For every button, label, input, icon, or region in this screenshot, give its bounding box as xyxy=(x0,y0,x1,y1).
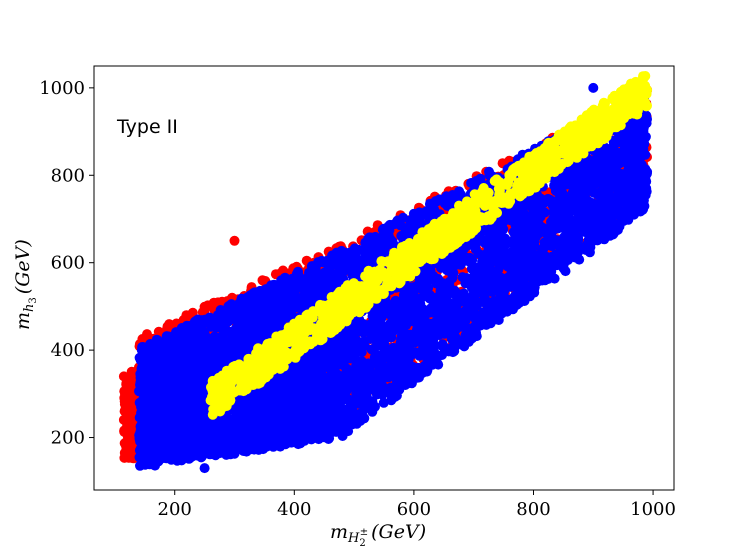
scatter-point-s1 xyxy=(261,284,271,295)
scatter-point-s0 xyxy=(120,450,131,460)
scatter-point-s1 xyxy=(234,336,245,347)
scatter-point-s1 xyxy=(242,320,252,331)
scatter-point-s1 xyxy=(260,319,271,330)
scatter-point-s1 xyxy=(326,274,337,285)
scatter-point-s1 xyxy=(224,340,235,351)
scatter-point-s1 xyxy=(215,339,226,350)
scatter-point-s1 xyxy=(154,359,165,370)
scatter-point-s0 xyxy=(162,321,173,332)
scatter-point-s1 xyxy=(168,344,179,355)
scatter-point-s1 xyxy=(273,300,284,311)
scatter-point-s1 xyxy=(192,352,203,363)
scatter-point-s1 xyxy=(177,370,188,381)
scatter-point-s1 xyxy=(191,326,201,337)
scatter-point-s0 xyxy=(123,430,133,441)
scatter-point-s0 xyxy=(229,235,240,246)
scatter-point-s1 xyxy=(232,346,243,357)
scatter-point-s1 xyxy=(294,271,305,282)
scatter-point-s1 xyxy=(307,361,318,372)
scatter-point-s1 xyxy=(192,371,203,382)
scatter-point-s1 xyxy=(290,290,301,301)
scatter-point-s1 xyxy=(226,303,237,314)
scatter-point-s0 xyxy=(123,397,134,408)
scatter-point-s1 xyxy=(191,315,202,326)
scatter-point-s1 xyxy=(251,301,262,312)
scatter-point-s0 xyxy=(122,388,133,398)
scatter-point-s1 xyxy=(229,314,240,325)
points-layer xyxy=(118,71,653,474)
scatter-point-s1 xyxy=(328,348,338,359)
scatter-point-s1 xyxy=(248,293,259,304)
scatter-point-s1 xyxy=(181,320,192,331)
scatter-point-s1 xyxy=(183,360,194,371)
scatter-point-s1 xyxy=(206,347,217,358)
scatter-point-s1 xyxy=(200,314,211,325)
scatter-point-s1 xyxy=(281,288,292,299)
scatter-point-s1 xyxy=(205,335,216,346)
scatter-point-s1 xyxy=(226,327,237,338)
scatter-point-s1 xyxy=(214,318,225,329)
scatter-point-s1 xyxy=(163,368,174,379)
scatter-point-s0 xyxy=(121,378,132,389)
scatter-point-s0 xyxy=(125,410,136,421)
scatter-point-s1 xyxy=(305,274,316,284)
scatter-point-s1 xyxy=(240,301,251,311)
scatter-point-s1 xyxy=(216,351,227,362)
scatter-point-s1 xyxy=(138,360,149,371)
scatter-point-s1 xyxy=(302,294,313,304)
scatter-point-s1 xyxy=(159,340,170,351)
scatter-point-s1 xyxy=(178,335,189,346)
scatter-point-s0 xyxy=(118,371,129,382)
